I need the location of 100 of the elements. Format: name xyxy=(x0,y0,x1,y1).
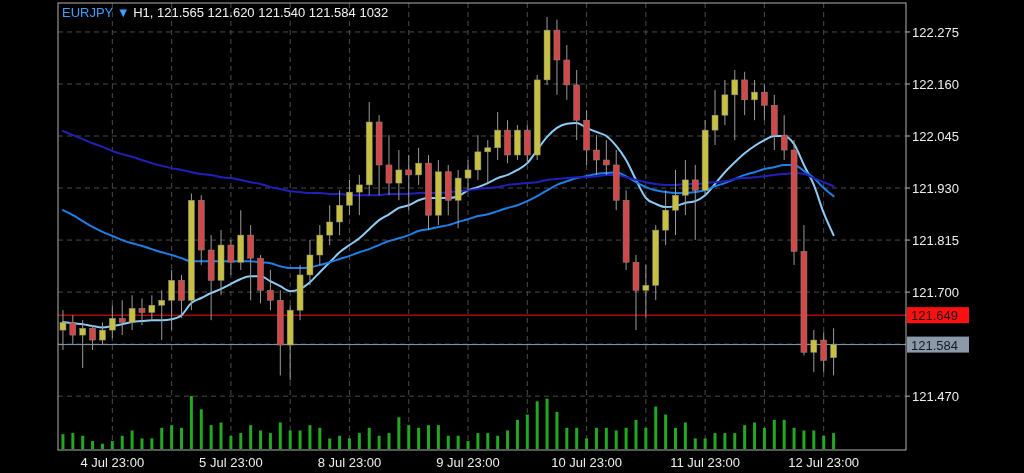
x-tick-label: 11 Jul 23:00 xyxy=(670,455,741,470)
bar xyxy=(545,398,549,449)
bar xyxy=(407,425,411,449)
candlestick xyxy=(603,139,610,176)
bar xyxy=(683,422,687,449)
candlestick xyxy=(168,269,175,331)
bar xyxy=(180,427,183,449)
candlestick xyxy=(385,134,393,196)
bar xyxy=(417,427,421,449)
x-tick-label: 4 Jul 23:00 xyxy=(80,455,145,470)
bar xyxy=(812,430,816,449)
bar xyxy=(199,409,203,449)
bar xyxy=(792,427,796,449)
candlestick xyxy=(178,274,185,319)
candlestick xyxy=(474,134,482,181)
candlestick xyxy=(642,264,650,319)
bar xyxy=(525,414,529,449)
candlestick xyxy=(820,331,827,373)
ref-line-label: 121.584 xyxy=(911,337,958,353)
bar xyxy=(71,433,75,449)
ref-line-label: 121.649 xyxy=(911,308,958,324)
bar xyxy=(357,433,361,449)
candlestick xyxy=(247,224,254,301)
bar xyxy=(585,438,589,449)
bar xyxy=(298,430,302,449)
bar xyxy=(674,427,677,449)
candlestick xyxy=(336,189,343,236)
bar xyxy=(61,434,65,449)
bar xyxy=(496,435,500,449)
bar xyxy=(249,425,253,449)
candlestick xyxy=(395,149,403,201)
bar xyxy=(130,430,134,449)
bar xyxy=(397,417,401,449)
bar xyxy=(772,419,776,449)
candlestick xyxy=(454,169,462,229)
candlestick xyxy=(69,314,77,346)
candlestick xyxy=(741,71,748,116)
bar xyxy=(743,425,747,449)
candlestick xyxy=(405,154,412,211)
candlestick xyxy=(138,297,146,326)
bar xyxy=(288,430,292,449)
bar xyxy=(436,425,440,449)
bar xyxy=(110,441,114,449)
bar xyxy=(565,427,569,449)
bar xyxy=(150,438,154,449)
bar xyxy=(832,433,836,449)
candlestick xyxy=(494,111,501,161)
candlestick xyxy=(118,299,126,336)
y-tick-label: 122.275 xyxy=(912,24,959,40)
bar xyxy=(229,435,233,449)
bar xyxy=(555,411,559,449)
candlestick xyxy=(99,321,106,346)
bar xyxy=(278,422,282,449)
bar xyxy=(91,441,95,449)
bar xyxy=(802,430,806,449)
bar xyxy=(614,430,618,449)
bar xyxy=(268,433,272,449)
bar xyxy=(654,406,658,449)
bar xyxy=(140,438,144,449)
x-tick-label: 9 Jul 23:00 xyxy=(436,455,500,470)
x-tick-label: 12 Jul 23:00 xyxy=(788,455,860,470)
bar xyxy=(515,419,519,449)
bar xyxy=(506,430,510,449)
y-tick-label: 122.160 xyxy=(912,76,959,92)
y-tick-label: 121.470 xyxy=(912,389,959,405)
candlestick xyxy=(109,304,116,339)
bar xyxy=(703,438,707,449)
bar xyxy=(723,433,727,449)
candlestick xyxy=(148,294,156,321)
candlestick xyxy=(751,79,758,121)
bar xyxy=(753,422,757,449)
y-tick-label: 121.700 xyxy=(912,285,959,301)
bar xyxy=(535,401,539,449)
candlestick xyxy=(227,239,235,276)
candlestick xyxy=(464,159,472,191)
bar xyxy=(486,433,490,449)
bar xyxy=(377,435,381,449)
bar xyxy=(822,435,826,449)
candlestick xyxy=(721,79,729,126)
bar xyxy=(328,438,332,449)
candlestick xyxy=(672,169,679,236)
candlestick xyxy=(158,289,165,341)
bar xyxy=(338,435,342,449)
bar xyxy=(713,433,717,449)
bar xyxy=(427,425,430,449)
x-tick-label: 10 Jul 23:00 xyxy=(551,455,622,470)
candlestick xyxy=(267,269,274,311)
bar xyxy=(634,419,638,449)
x-tick-label: 5 Jul 23:00 xyxy=(199,455,263,470)
bar xyxy=(308,425,312,449)
bar xyxy=(693,438,697,449)
bar xyxy=(189,396,193,449)
bar xyxy=(782,419,786,449)
candlestick xyxy=(326,204,333,246)
candlestick xyxy=(780,114,788,161)
candlestick xyxy=(89,324,96,351)
y-tick-label: 122.045 xyxy=(912,129,959,145)
candlestick xyxy=(415,147,422,186)
y-tick-label: 121.930 xyxy=(912,181,959,197)
bar xyxy=(239,433,243,449)
